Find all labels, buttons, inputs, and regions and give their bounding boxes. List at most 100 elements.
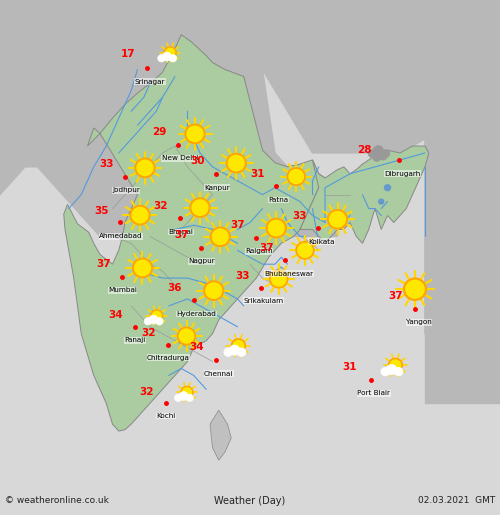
Text: Srikakulam: Srikakulam (244, 298, 284, 303)
Polygon shape (64, 35, 325, 431)
Circle shape (185, 124, 205, 144)
Text: 32: 32 (154, 201, 168, 211)
Text: Kochi: Kochi (156, 413, 176, 419)
Circle shape (287, 168, 305, 185)
Circle shape (166, 48, 174, 57)
Circle shape (132, 208, 148, 223)
Circle shape (149, 315, 158, 324)
Text: New Delhi: New Delhi (162, 156, 198, 161)
Circle shape (298, 243, 312, 258)
Circle shape (394, 367, 403, 376)
Text: Kanpur: Kanpur (204, 184, 230, 191)
Circle shape (368, 149, 376, 158)
Circle shape (152, 312, 161, 320)
Circle shape (206, 283, 222, 298)
Text: 34: 34 (190, 342, 204, 352)
Circle shape (237, 348, 246, 356)
Text: Jodhpur: Jodhpur (112, 187, 140, 193)
Circle shape (186, 394, 194, 402)
Text: 33: 33 (100, 159, 114, 169)
Circle shape (384, 185, 390, 191)
Polygon shape (425, 56, 500, 334)
Circle shape (162, 52, 172, 61)
Text: Panaji: Panaji (124, 337, 146, 344)
Circle shape (178, 328, 196, 345)
Circle shape (381, 367, 390, 376)
Circle shape (132, 259, 152, 278)
Circle shape (226, 153, 246, 173)
Circle shape (270, 270, 288, 288)
Text: Nagpur: Nagpur (188, 258, 214, 264)
Circle shape (289, 169, 304, 184)
Circle shape (210, 227, 230, 247)
Text: 35: 35 (94, 205, 109, 216)
Circle shape (296, 242, 314, 259)
Text: 31: 31 (250, 168, 265, 179)
Circle shape (158, 55, 165, 62)
Circle shape (406, 280, 424, 298)
Text: Patna: Patna (268, 197, 289, 203)
Circle shape (135, 158, 155, 178)
Circle shape (373, 146, 384, 156)
Text: 28: 28 (357, 145, 371, 155)
Text: 02.03.2021  GMT: 02.03.2021 GMT (418, 496, 495, 505)
Text: 32: 32 (141, 328, 156, 338)
Circle shape (224, 348, 232, 356)
Text: Srinagar: Srinagar (134, 79, 165, 85)
Text: 37: 37 (174, 230, 189, 239)
Circle shape (137, 160, 153, 176)
Circle shape (382, 149, 390, 158)
Circle shape (190, 198, 210, 217)
Text: 31: 31 (343, 362, 357, 372)
Text: Weather (Day): Weather (Day) (214, 496, 286, 506)
Text: Bhopal: Bhopal (168, 229, 194, 235)
Text: Kolkata: Kolkata (308, 239, 335, 245)
Text: 37: 37 (260, 243, 274, 253)
Circle shape (144, 318, 152, 325)
Circle shape (130, 205, 150, 225)
Circle shape (266, 218, 286, 238)
Text: 33: 33 (292, 211, 306, 221)
Circle shape (386, 365, 397, 375)
Circle shape (372, 153, 381, 162)
Text: Mumbai: Mumbai (108, 287, 137, 294)
Text: 29: 29 (152, 127, 166, 137)
Text: Ahmedabad: Ahmedabad (99, 233, 143, 239)
Circle shape (134, 260, 150, 276)
Text: Chennai: Chennai (204, 371, 234, 377)
Circle shape (390, 360, 400, 370)
Text: Yangon: Yangon (406, 319, 432, 325)
Text: 37: 37 (388, 291, 403, 301)
Circle shape (174, 394, 182, 402)
Polygon shape (210, 410, 231, 460)
Text: Dibrugarh: Dibrugarh (384, 170, 421, 177)
Circle shape (212, 229, 228, 245)
Circle shape (182, 388, 192, 397)
Text: Bhubaneswar: Bhubaneswar (264, 271, 314, 277)
Text: Chitradurga: Chitradurga (147, 355, 190, 360)
Polygon shape (0, 0, 338, 236)
Circle shape (169, 55, 176, 62)
Text: 34: 34 (108, 310, 123, 320)
Text: 17: 17 (120, 49, 135, 59)
Circle shape (187, 126, 203, 142)
Text: 37: 37 (96, 260, 110, 269)
Circle shape (268, 220, 284, 236)
Text: © weatheronline.co.uk: © weatheronline.co.uk (5, 496, 109, 505)
Circle shape (328, 210, 347, 229)
Text: 36: 36 (167, 283, 182, 293)
Text: 32: 32 (140, 387, 154, 397)
Circle shape (230, 345, 240, 355)
Text: Raigarh: Raigarh (245, 248, 272, 254)
Text: 33: 33 (236, 271, 250, 281)
Circle shape (379, 199, 384, 204)
Polygon shape (0, 0, 500, 153)
Circle shape (272, 272, 286, 286)
Circle shape (204, 281, 224, 300)
Circle shape (180, 329, 194, 343)
Circle shape (228, 156, 244, 171)
Text: Hyderabad: Hyderabad (176, 311, 216, 317)
Polygon shape (300, 146, 428, 244)
Circle shape (156, 318, 163, 325)
Circle shape (388, 358, 402, 372)
